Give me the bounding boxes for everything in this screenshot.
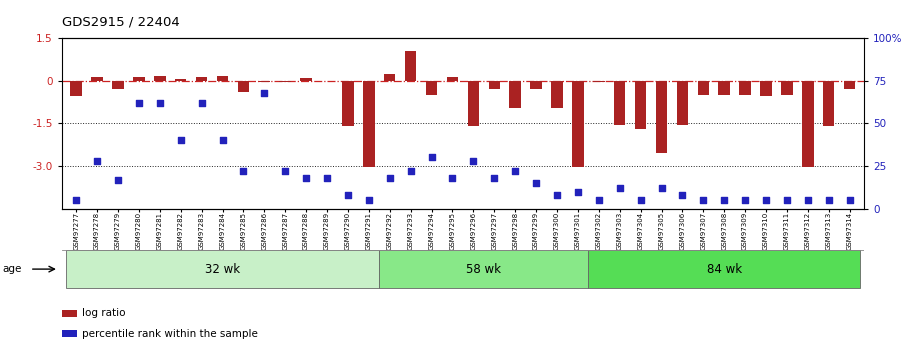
Point xyxy=(131,100,146,106)
Point xyxy=(571,189,586,194)
Point xyxy=(801,197,815,203)
Point xyxy=(90,158,104,164)
Point xyxy=(654,186,669,191)
Bar xyxy=(259,81,270,82)
Bar xyxy=(447,77,458,81)
Bar xyxy=(593,81,605,82)
Point xyxy=(758,197,773,203)
Bar xyxy=(342,81,354,126)
Text: 32 wk: 32 wk xyxy=(205,263,240,276)
Point xyxy=(383,175,397,181)
Text: 58 wk: 58 wk xyxy=(466,263,501,276)
Point xyxy=(257,90,272,95)
Bar xyxy=(510,81,521,108)
Bar xyxy=(280,81,291,82)
Point xyxy=(466,158,481,164)
Point xyxy=(404,168,418,174)
Point xyxy=(780,197,795,203)
Bar xyxy=(843,81,855,89)
Bar xyxy=(468,81,479,126)
Bar xyxy=(551,81,563,108)
Bar xyxy=(238,81,249,92)
Bar xyxy=(656,81,667,153)
Point xyxy=(69,197,83,203)
Point xyxy=(174,138,188,143)
Bar xyxy=(760,81,772,96)
Bar xyxy=(133,77,145,81)
Text: percentile rank within the sample: percentile rank within the sample xyxy=(82,329,258,339)
Point xyxy=(110,177,125,183)
Bar xyxy=(363,81,375,167)
Bar xyxy=(71,81,82,96)
Point xyxy=(340,192,355,198)
Point xyxy=(319,175,334,181)
Bar xyxy=(300,78,312,81)
Point xyxy=(529,180,543,186)
Bar xyxy=(425,81,437,95)
Text: age: age xyxy=(3,264,22,274)
Point xyxy=(696,197,710,203)
Bar xyxy=(739,81,751,95)
Text: GDS2915 / 22404: GDS2915 / 22404 xyxy=(62,16,179,29)
Point xyxy=(362,197,376,203)
Bar xyxy=(530,81,542,89)
Bar xyxy=(62,331,77,337)
Bar xyxy=(802,81,814,167)
Bar xyxy=(677,81,688,125)
Point xyxy=(153,100,167,106)
Text: log ratio: log ratio xyxy=(82,308,126,318)
Bar xyxy=(66,250,379,288)
Point xyxy=(634,197,648,203)
Point xyxy=(822,197,836,203)
Point xyxy=(613,186,627,191)
Point xyxy=(215,138,230,143)
Bar xyxy=(698,81,709,95)
Bar xyxy=(588,250,860,288)
Bar xyxy=(634,81,646,129)
Point xyxy=(299,175,313,181)
Bar xyxy=(405,51,416,81)
Point xyxy=(195,100,209,106)
Bar xyxy=(719,81,730,95)
Bar xyxy=(572,81,584,167)
Point xyxy=(738,197,752,203)
Bar xyxy=(384,75,395,81)
Bar xyxy=(823,81,834,126)
Point xyxy=(508,168,522,174)
Point xyxy=(675,192,690,198)
Bar xyxy=(489,81,500,89)
Bar xyxy=(62,310,77,317)
Point xyxy=(445,175,460,181)
Point xyxy=(424,155,439,160)
Bar xyxy=(614,81,625,125)
Bar xyxy=(195,77,207,81)
Bar xyxy=(154,76,166,81)
Bar xyxy=(379,250,588,288)
Point xyxy=(843,197,857,203)
Bar xyxy=(91,77,103,81)
Point xyxy=(549,192,564,198)
Point xyxy=(717,197,731,203)
Point xyxy=(487,175,501,181)
Point xyxy=(592,197,606,203)
Bar xyxy=(112,81,124,89)
Text: 84 wk: 84 wk xyxy=(707,263,742,276)
Bar xyxy=(175,79,186,81)
Point xyxy=(236,168,251,174)
Bar xyxy=(781,81,793,95)
Point xyxy=(278,168,292,174)
Bar xyxy=(217,76,228,81)
